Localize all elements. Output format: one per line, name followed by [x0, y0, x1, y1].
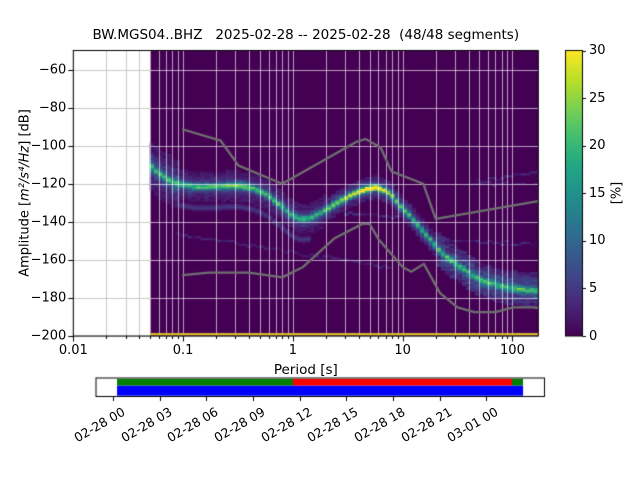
x-tick-label: 10: [394, 343, 411, 358]
y-tick-label: −200: [30, 328, 67, 344]
x-tick-label: 100: [500, 343, 525, 358]
y-tick-label: −120: [30, 176, 67, 192]
plot-title: BW.MGS04..BHZ 2025-02-28 -- 2025-02-28 (…: [92, 27, 520, 43]
x-tick-label: 0.01: [58, 343, 88, 358]
colorbar-tick-label: 30: [589, 43, 606, 58]
colorbar-tick-label: 15: [589, 185, 606, 201]
y-tick-label: −160: [30, 252, 67, 268]
colorbar-label: [%]: [609, 181, 625, 205]
colorbar-tick-label: 0: [589, 328, 598, 344]
colorbar-tick-label: 10: [589, 233, 606, 249]
y-tick-label: −140: [30, 214, 67, 230]
y-tick-label: −100: [30, 138, 67, 154]
x-axis-label: Period [s]: [273, 362, 338, 378]
y-tick-label: −180: [30, 290, 67, 306]
y-axis-label-math: m²/s⁴/Hz: [17, 145, 33, 201]
x-tick-label: 0.1: [172, 343, 194, 358]
y-tick-label: −60: [38, 62, 67, 78]
colorbar-tick-label: 25: [589, 90, 606, 106]
colorbar-tick-label: 5: [589, 280, 598, 296]
x-tick-label: 1: [288, 343, 297, 358]
y-tick-label: −80: [38, 100, 67, 116]
colorbar-tick-label: 20: [589, 138, 606, 154]
